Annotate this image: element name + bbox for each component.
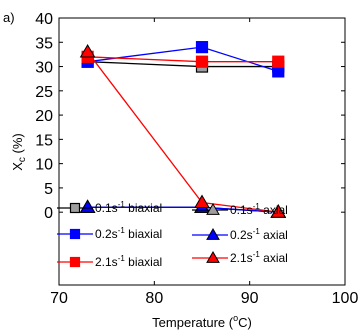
x-axis-title-tail: C) — [238, 315, 252, 330]
legend-rate: 2.1s — [230, 251, 253, 265]
legend-label-3: 2.1s-1 biaxial — [95, 254, 162, 269]
y-tick-label: 40 — [35, 11, 53, 28]
legend-rate-sup: -1 — [118, 226, 126, 235]
legend-marker-1 — [69, 202, 81, 214]
y-axis-title-tail: (%) — [10, 133, 25, 157]
legend-marker-5 — [206, 228, 220, 240]
legend-mode: axial — [260, 251, 288, 265]
y-axis-title-sub: c — [17, 157, 28, 162]
legend-rate: 2.1s — [95, 255, 118, 269]
plot-area — [58, 17, 346, 286]
legend-rate: 0.1s — [230, 203, 253, 217]
series-5-point — [79, 199, 96, 213]
y-tick-label: 25 — [35, 84, 53, 101]
legend-marker-3 — [69, 256, 81, 268]
series-6-point — [79, 43, 96, 58]
y-tick-label: 5 — [44, 181, 53, 198]
series-layer — [79, 41, 287, 218]
legend-rate: 0.1s — [95, 201, 118, 215]
y-axis-title: Xc (%) — [10, 133, 28, 171]
y-tick-label: 0 — [44, 205, 53, 222]
x-tick-label: 100 — [332, 290, 359, 307]
legend-mode: biaxial — [125, 201, 162, 215]
x-axis-title-sup: o — [233, 313, 238, 323]
legend-label-1: 0.1s-1 biaxial — [95, 200, 162, 215]
x-tick-label: 80 — [145, 290, 163, 307]
legend-rate: 0.2s — [95, 227, 118, 241]
y-tick-label: 15 — [35, 132, 53, 149]
y-tick-label: 35 — [35, 35, 53, 52]
legend-rate-sup: -1 — [253, 250, 261, 259]
legend-mode: biaxial — [125, 255, 162, 269]
x-axis-title: Temperature (oC) — [152, 313, 252, 330]
legend-rate-sup: -1 — [118, 200, 126, 209]
x-tick-label: 70 — [50, 290, 68, 307]
series-3-point — [195, 55, 209, 68]
x-axis: 70 80 90 100 — [50, 18, 358, 307]
y-tick-label: 30 — [35, 60, 53, 77]
legend-rate: 0.2s — [230, 228, 253, 242]
x-axis-title-main: Temperature ( — [152, 315, 234, 330]
legend-label-5: 0.2s-1 axial — [230, 227, 288, 242]
legend-label-2: 0.2s-1 biaxial — [95, 226, 162, 241]
legend-rate-sup: -1 — [253, 227, 261, 236]
legend-label-4: 0.1s-1 axial — [230, 202, 288, 217]
x-tick-label: 90 — [241, 290, 259, 307]
y-tick-label: 20 — [35, 108, 53, 125]
legend-marker-2 — [69, 228, 81, 240]
panel-label: a) — [3, 10, 15, 25]
legend-label-6: 2.1s-1 axial — [230, 250, 288, 265]
y-tick-label: 10 — [35, 157, 53, 174]
series-3-point — [272, 55, 285, 68]
legend-marker-4 — [206, 203, 220, 215]
y-axis-title-main: X — [10, 162, 25, 171]
series-6-point — [270, 204, 287, 218]
y-axis: 0 5 10 15 20 25 30 35 40 — [35, 11, 345, 222]
legend-mode: biaxial — [125, 227, 162, 241]
legend-mode: axial — [260, 228, 288, 242]
legend-mode: axial — [260, 203, 288, 217]
series-2-point — [195, 41, 209, 54]
series-6-point — [194, 194, 210, 209]
legend-marker-6 — [206, 251, 220, 263]
legend-rate-sup: -1 — [253, 202, 261, 211]
legend-rate-sup: -1 — [118, 254, 126, 263]
